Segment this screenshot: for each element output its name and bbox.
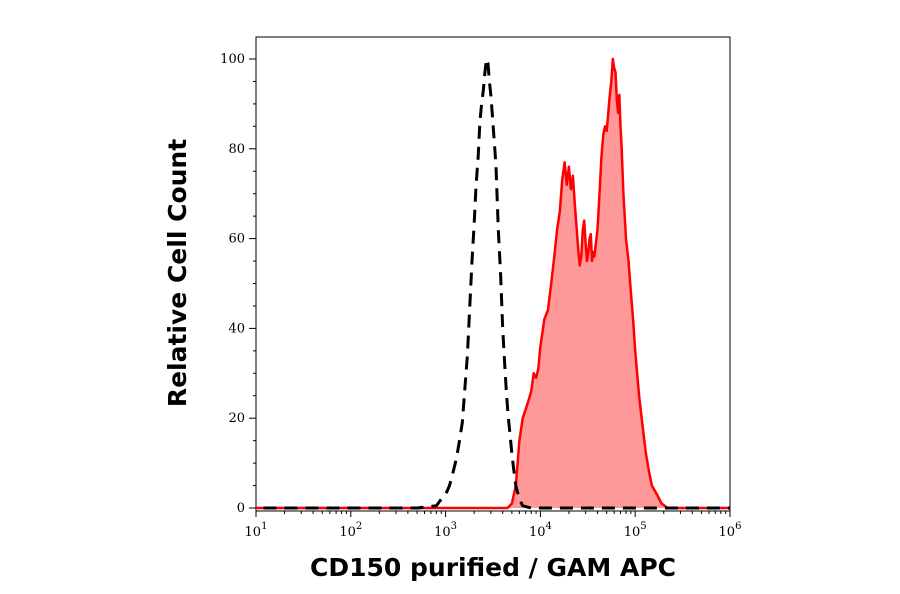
y-axis-ticks: 0 20 40 60 80 100 [220,52,256,516]
y-axis-title: Relative Cell Count [163,139,192,407]
series-fill-area [256,59,730,508]
plot-frame [255,36,731,512]
series-layer [256,57,730,510]
y-tick-label: 0 [237,501,245,516]
x-tick-label: 103 [434,521,457,540]
y-tick-label: 80 [228,142,245,157]
y-tick-label: 40 [228,321,245,336]
x-tick-label: 105 [624,521,647,540]
x-axis-ticks: 101 102 103 104 105 106 [245,511,742,540]
x-axis-title: CD150 purified / GAM APC [310,553,676,582]
series-outline-line [256,57,730,510]
y-tick-label: 20 [228,411,245,426]
x-tick-label: 101 [245,521,268,540]
series-dashed-line [263,57,730,510]
y-tick-label: 100 [220,52,245,67]
x-tick-label: 102 [339,521,362,540]
x-tick-label: 106 [719,521,742,540]
x-tick-label: 104 [529,521,552,540]
y-tick-label: 60 [228,232,245,247]
